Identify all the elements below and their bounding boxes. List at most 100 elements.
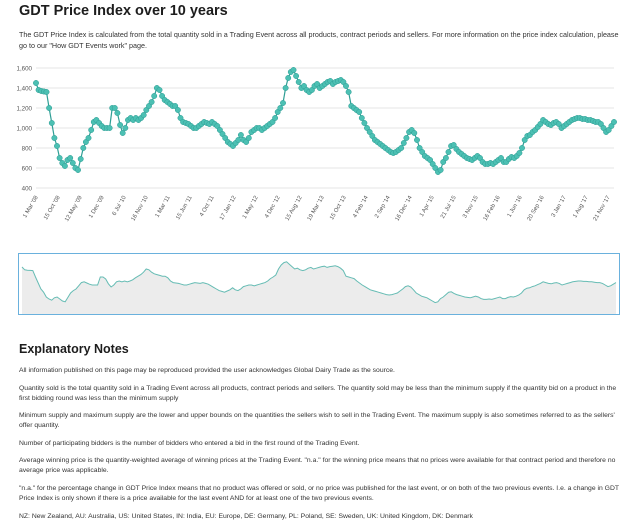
data-point [605,127,612,133]
x-tick-label: 15 Jun '11 [175,195,193,221]
x-tick-label: 1 Aug '17 [572,195,589,219]
data-point [611,119,617,125]
data-point [43,89,50,95]
data-point [61,163,68,169]
data-point [143,107,150,113]
data-point [277,105,284,111]
data-point [151,93,158,99]
data-point [54,143,60,149]
data-point [172,103,179,109]
x-tick-label: 20 Sep '16 [527,194,547,222]
x-tick-label: 6 Jul '10 [112,194,128,216]
navigator-area [22,261,616,314]
data-point [364,125,370,131]
data-point [85,135,92,141]
data-point [148,99,155,105]
data-point [437,167,444,173]
x-tick-label: 3 Jan '17 [551,195,568,219]
data-point [555,121,562,127]
data-point [219,131,226,137]
notes-title: Explanatory Notes [19,342,129,356]
data-point [114,110,121,116]
x-axis: 1 Mar '08 15 Oct '08 12 May '09 1 Dec '09 6 … [22,194,611,222]
x-tick-label: 4 Feb '14 [352,194,370,219]
data-point [516,150,523,156]
data-point [345,89,352,95]
x-tick-label: 1 Mar '08 [22,194,40,219]
data-point [119,130,126,136]
page-title: GDT Price Index over 10 years [19,3,228,19]
x-tick-label: 1 Dec '09 [88,195,106,219]
series-markers [33,67,617,175]
note-paragraph: "n.a." for the percentage change in GDT … [19,484,619,502]
data-point [48,120,55,126]
y-tick-label: 600 [22,166,33,173]
data-point [293,73,300,79]
data-point [414,137,420,143]
x-tick-label: 21 Jul '15 [440,194,458,219]
data-point [245,135,252,141]
data-point [282,85,289,91]
range-navigator[interactable] [18,253,620,315]
data-point [280,100,286,106]
y-tick-label: 1,400 [17,86,33,93]
data-point [272,115,279,121]
x-tick-label: 12 May '09 [64,195,84,223]
data-point [235,137,242,143]
data-point [403,135,410,141]
data-point [445,149,452,155]
y-tick-label: 1,600 [17,66,33,73]
x-tick-label: 1 Jun '16 [507,194,524,218]
data-point [290,67,297,73]
x-tick-label: 19 Mar '13 [307,194,326,222]
data-point [88,127,95,133]
x-tick-label: 16 Nov '10 [131,194,151,222]
data-point [450,142,457,148]
x-tick-label: 4 Oct '11 [199,195,216,218]
data-point [295,79,302,85]
note-paragraph: Number of participating bidders is the n… [19,439,360,447]
data-point [33,80,39,86]
data-point [67,155,74,161]
navigator-line [21,261,617,304]
data-point [51,135,58,141]
x-tick-label: 21 Nov '17 [593,195,612,222]
data-point [285,75,292,81]
x-tick-label: 3 Nov '15 [462,194,480,219]
x-tick-label: 16 Feb '16 [483,194,502,222]
note-paragraph: All information published on this page m… [19,367,395,374]
data-point [440,159,447,165]
data-point [75,167,81,173]
x-tick-label: 4 Dec '12 [264,195,282,219]
data-point [343,83,349,89]
x-tick-label: 15 Aug '12 [285,195,304,222]
data-point [122,125,129,131]
data-point [156,87,163,93]
intro-text: The GDT Price Index is calculated from t… [19,30,619,50]
x-tick-label: 17 Jan '12 [219,195,238,221]
data-point [400,140,407,146]
data-point [432,165,439,171]
data-point [69,160,76,166]
data-point [106,125,113,131]
y-tick-label: 800 [22,146,33,153]
data-point [442,155,449,161]
x-tick-label: 15 Oct '13 [329,194,348,221]
grid-lines [36,67,614,189]
y-tick-label: 1,000 [17,126,33,133]
data-point [174,107,181,113]
data-point [498,155,504,161]
note-paragraph: NZ: New Zealand, AU: Australia, US: Unit… [19,512,473,520]
note-paragraph: Average winning price is the quantity-we… [19,457,616,475]
data-point [356,109,363,115]
data-point [519,145,525,151]
explanatory-notes: All information published on this page m… [19,366,624,529]
navigator-series [18,253,620,315]
data-point [77,156,84,162]
x-tick-label: 2 Sep '14 [374,194,392,219]
data-point [537,121,544,127]
data-point [398,145,405,151]
data-point [111,105,118,111]
data-point [117,122,124,128]
